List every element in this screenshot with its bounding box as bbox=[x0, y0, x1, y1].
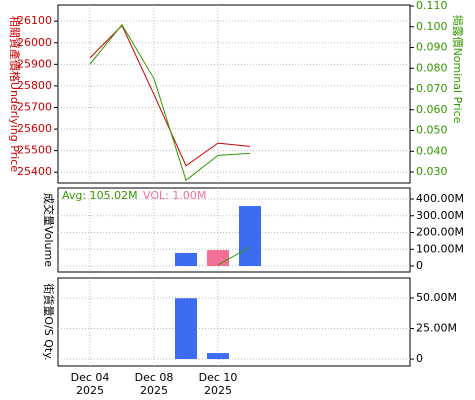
y-tick-label: 25700 bbox=[17, 100, 52, 113]
y-tick-label: 25900 bbox=[17, 57, 52, 70]
y2-tick-label: 0.060 bbox=[416, 103, 448, 116]
y-tick-label: 400.00M bbox=[416, 192, 464, 205]
y2-tick-label: 0.070 bbox=[416, 82, 448, 95]
plot-area bbox=[57, 187, 411, 273]
y2-tick-label: 0.100 bbox=[416, 20, 448, 33]
y2-tick-label: 0.030 bbox=[416, 165, 448, 178]
y-tick-label: 50.00M bbox=[416, 291, 457, 304]
vol-label: VOL: 1.00M bbox=[143, 189, 206, 202]
axis-title: 成交量Volume bbox=[42, 193, 56, 267]
axis-title: 相關資產價格Underlying Price bbox=[8, 16, 22, 172]
y-tick-label: 25800 bbox=[17, 79, 52, 92]
x-tick-label: Dec 10 2025 bbox=[198, 371, 238, 397]
y-tick-label: 25600 bbox=[17, 122, 52, 135]
axis-title: 揭露價Nominal Price bbox=[451, 15, 465, 124]
y2-tick-label: 0.050 bbox=[416, 124, 448, 137]
y-tick-label: 0 bbox=[416, 259, 423, 272]
y2-tick-label: 0.040 bbox=[416, 144, 448, 157]
plot-area bbox=[57, 4, 411, 184]
bar bbox=[175, 298, 197, 360]
y-tick-label: 100.00M bbox=[416, 242, 464, 255]
y-tick-label: 25400 bbox=[17, 165, 52, 178]
bar bbox=[239, 206, 261, 267]
y2-tick-label: 0.110 bbox=[416, 0, 448, 12]
y-tick-label: 26000 bbox=[17, 36, 52, 49]
avg-line bbox=[217, 246, 251, 266]
bar bbox=[175, 252, 197, 267]
plot-area bbox=[57, 277, 411, 367]
y-tick-label: 0 bbox=[416, 352, 423, 365]
y2-tick-label: 0.090 bbox=[416, 41, 448, 54]
axis-title: 街貨量O/S Qty. bbox=[42, 283, 56, 360]
bar bbox=[207, 250, 229, 267]
y-tick-label: 26100 bbox=[17, 14, 52, 27]
y-tick-label: 25500 bbox=[17, 144, 52, 157]
y-tick-label: 300.00M bbox=[416, 209, 464, 222]
y-tick-label: 200.00M bbox=[416, 226, 464, 239]
x-tick-label: Dec 04 2025 bbox=[70, 371, 110, 397]
bar bbox=[207, 353, 229, 360]
y-tick-label: 25.00M bbox=[416, 322, 457, 335]
price-line bbox=[89, 23, 251, 182]
avg-label: Avg: 105.02M bbox=[62, 189, 138, 202]
y2-tick-label: 0.080 bbox=[416, 61, 448, 74]
x-tick-label: Dec 08 2025 bbox=[134, 371, 174, 397]
